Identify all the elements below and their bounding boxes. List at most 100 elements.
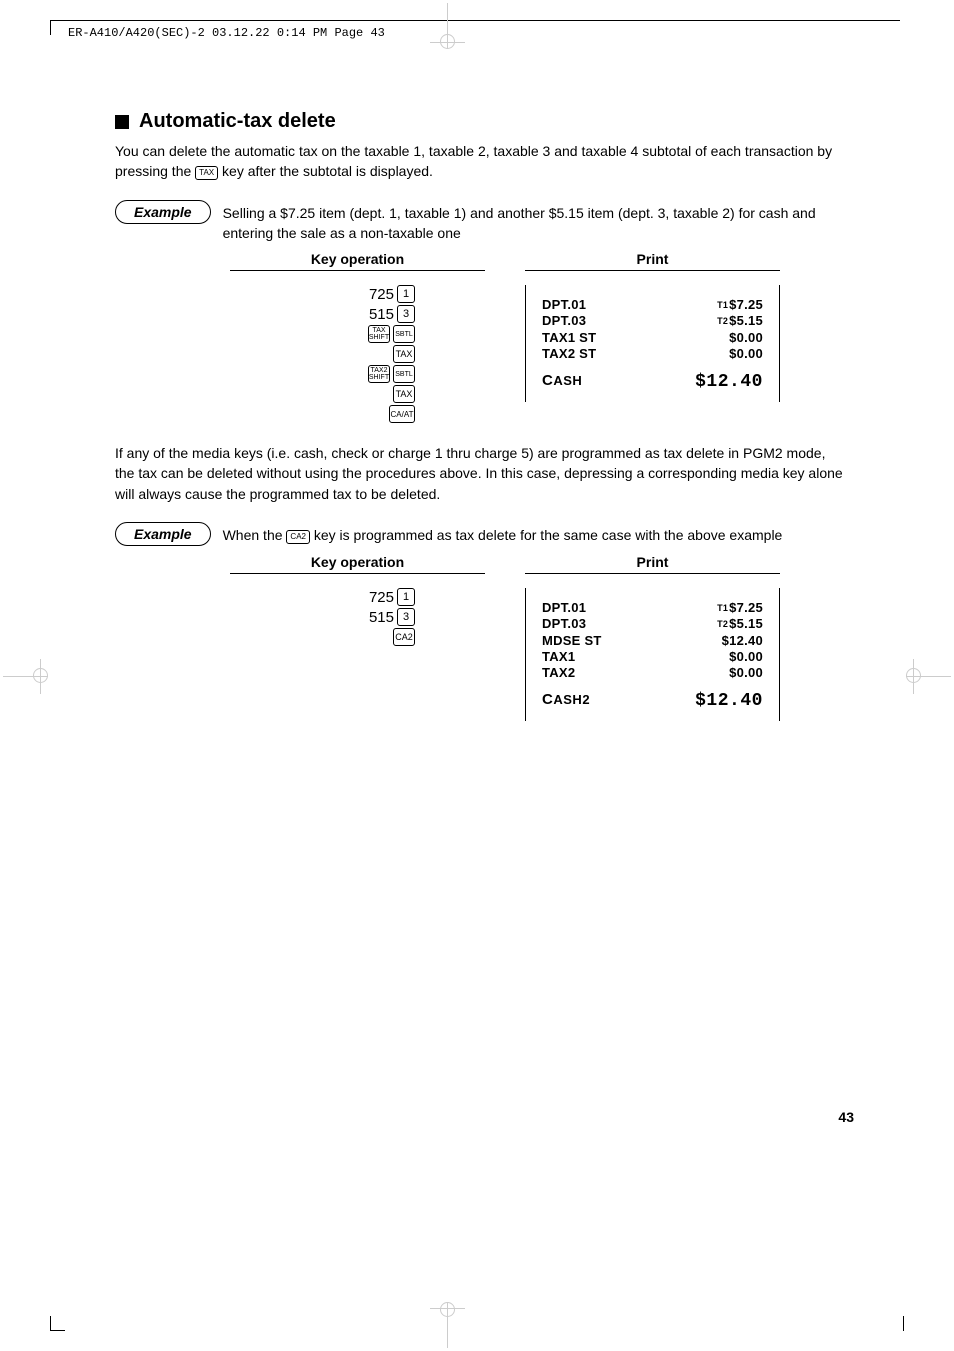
header-slug: ER-A410/A420(SEC)-2 03.12.22 0:14 PM Pag…	[68, 26, 385, 40]
intro-paragraph: You can delete the automatic tax on the …	[115, 141, 845, 182]
receipt-row: DPT.03 T2$5.15	[542, 313, 763, 329]
ex2-pre: When the	[223, 527, 287, 543]
square-bullet-icon	[115, 115, 129, 129]
receipt-label: DPT.01	[542, 600, 586, 616]
key-operation-head: Key operation	[230, 251, 485, 270]
receipt-row: DPT.01 T1$7.25	[542, 600, 763, 616]
receipt-row: TAX2 ST $0.00	[542, 346, 763, 362]
key-line: 515 3	[369, 305, 415, 323]
key-operation-head: Key operation	[230, 554, 485, 573]
receipt-value: $5.15	[729, 313, 763, 328]
receipt-label: TAX1	[542, 649, 575, 665]
receipt-tax-sub: T1	[717, 300, 728, 310]
example-2-row: Example When the CA2 key is programmed a…	[115, 522, 845, 546]
section-title: Automatic-tax delete	[139, 110, 336, 133]
entry-value: 515	[369, 609, 394, 626]
entry-value: 725	[369, 589, 394, 606]
keycap-3: 3	[397, 608, 415, 626]
example-1-text: Selling a $7.25 item (dept. 1, taxable 1…	[223, 200, 845, 244]
receipt-total-value: $12.40	[695, 372, 763, 392]
key-line: 515 3	[369, 608, 415, 626]
key-line: CA/AT	[389, 405, 415, 423]
intro-tail: key after the subtotal is displayed.	[218, 163, 433, 179]
keycap-3: 3	[397, 305, 415, 323]
crop-corner	[903, 1316, 904, 1331]
receipt-label: DPT.03	[542, 313, 586, 329]
receipt-value: $5.15	[729, 616, 763, 631]
keycap-tax-shift: TAXSHIFT	[368, 325, 390, 343]
keycap-ca2: CA2	[393, 628, 415, 646]
receipt-value: $0.00	[729, 346, 763, 362]
col-rule	[230, 270, 485, 271]
keycap-sbtl: SBTL	[393, 365, 415, 383]
example-1-columns: Key operation 725 1 515 3 TAXSHIFT SBTL …	[230, 251, 845, 423]
ca2-key-inline: CA2	[286, 530, 310, 544]
key-operation-list: 725 1 515 3 CA2	[230, 588, 485, 646]
receipt-tax-sub: T1	[717, 603, 728, 613]
example-2-text: When the CA2 key is programmed as tax de…	[223, 522, 783, 545]
key-operation-list: 725 1 515 3 TAXSHIFT SBTL TAX TAX2SHIFT …	[230, 285, 485, 423]
page-content: Automatic-tax delete You can delete the …	[115, 110, 845, 741]
example-1-row: Example Selling a $7.25 item (dept. 1, t…	[115, 200, 845, 244]
receipt-1: DPT.01 T1$7.25 DPT.03 T2$5.15 TAX1 ST $0…	[525, 285, 780, 402]
col-rule	[525, 270, 780, 271]
key-line: 725 1	[369, 588, 415, 606]
receipt-total: CASH $12.40	[542, 372, 763, 392]
entry-value: 515	[369, 306, 394, 323]
header-rule	[54, 20, 900, 21]
keycap-sbtl: SBTL	[393, 325, 415, 343]
receipt-row: TAX1 $0.00	[542, 649, 763, 665]
receipt-value: $7.25	[729, 600, 763, 615]
crop-corner	[50, 20, 65, 35]
key-line: 725 1	[369, 285, 415, 303]
key-line: TAXSHIFT SBTL	[368, 325, 415, 343]
print-col: Print DPT.01 T1$7.25 DPT.03 T2$5.15 MDSE…	[525, 554, 780, 721]
receipt-total: CASH2 $12.40	[542, 691, 763, 711]
receipt-2: DPT.01 T1$7.25 DPT.03 T2$5.15 MDSE ST $1…	[525, 588, 780, 721]
receipt-row: TAX2 $0.00	[542, 665, 763, 681]
crop-corner	[50, 1316, 65, 1331]
key-line: TAX	[393, 345, 415, 363]
receipt-tax-sub: T2	[717, 316, 728, 326]
receipt-label: DPT.01	[542, 297, 586, 313]
receipt-label: TAX2 ST	[542, 346, 596, 362]
key-operation-col: Key operation 725 1 515 3 CA2	[230, 554, 485, 721]
receipt-row: TAX1 ST $0.00	[542, 330, 763, 346]
entry-value: 725	[369, 286, 394, 303]
example-2-columns: Key operation 725 1 515 3 CA2 Print	[230, 554, 845, 721]
print-head: Print	[525, 251, 780, 270]
section-heading-row: Automatic-tax delete	[115, 110, 845, 133]
mid-paragraph: If any of the media keys (i.e. cash, che…	[115, 443, 845, 504]
receipt-value: $0.00	[729, 649, 763, 665]
ex2-post: key is programmed as tax delete for the …	[310, 527, 782, 543]
key-line: TAX2SHIFT SBTL	[368, 365, 415, 383]
print-head: Print	[525, 554, 780, 573]
receipt-label: TAX1 ST	[542, 330, 596, 346]
crop-mark	[430, 42, 465, 43]
keycap-tax: TAX	[393, 385, 415, 403]
receipt-value: $0.00	[729, 330, 763, 346]
example-pill: Example	[115, 522, 211, 546]
crop-mark	[440, 1302, 455, 1317]
col-rule	[230, 573, 485, 574]
receipt-label: TAX2	[542, 665, 575, 681]
example-pill: Example	[115, 200, 211, 224]
keycap-1: 1	[397, 588, 415, 606]
receipt-row: DPT.01 T1$7.25	[542, 297, 763, 313]
receipt-tax-sub: T2	[717, 619, 728, 629]
page-number: 43	[838, 1109, 854, 1125]
key-line: CA2	[393, 628, 415, 646]
receipt-value: $0.00	[729, 665, 763, 681]
key-line: TAX	[393, 385, 415, 403]
receipt-value: $7.25	[729, 297, 763, 312]
keycap-tax2-shift: TAX2SHIFT	[368, 365, 390, 383]
receipt-row: MDSE ST $12.40	[542, 633, 763, 649]
key-operation-col: Key operation 725 1 515 3 TAXSHIFT SBTL …	[230, 251, 485, 423]
receipt-label: DPT.03	[542, 616, 586, 632]
receipt-row: DPT.03 T2$5.15	[542, 616, 763, 632]
crop-mark	[430, 1308, 465, 1309]
col-rule	[525, 573, 780, 574]
print-col: Print DPT.01 T1$7.25 DPT.03 T2$5.15 TAX1…	[525, 251, 780, 423]
keycap-tax: TAX	[393, 345, 415, 363]
receipt-label: MDSE ST	[542, 633, 602, 649]
